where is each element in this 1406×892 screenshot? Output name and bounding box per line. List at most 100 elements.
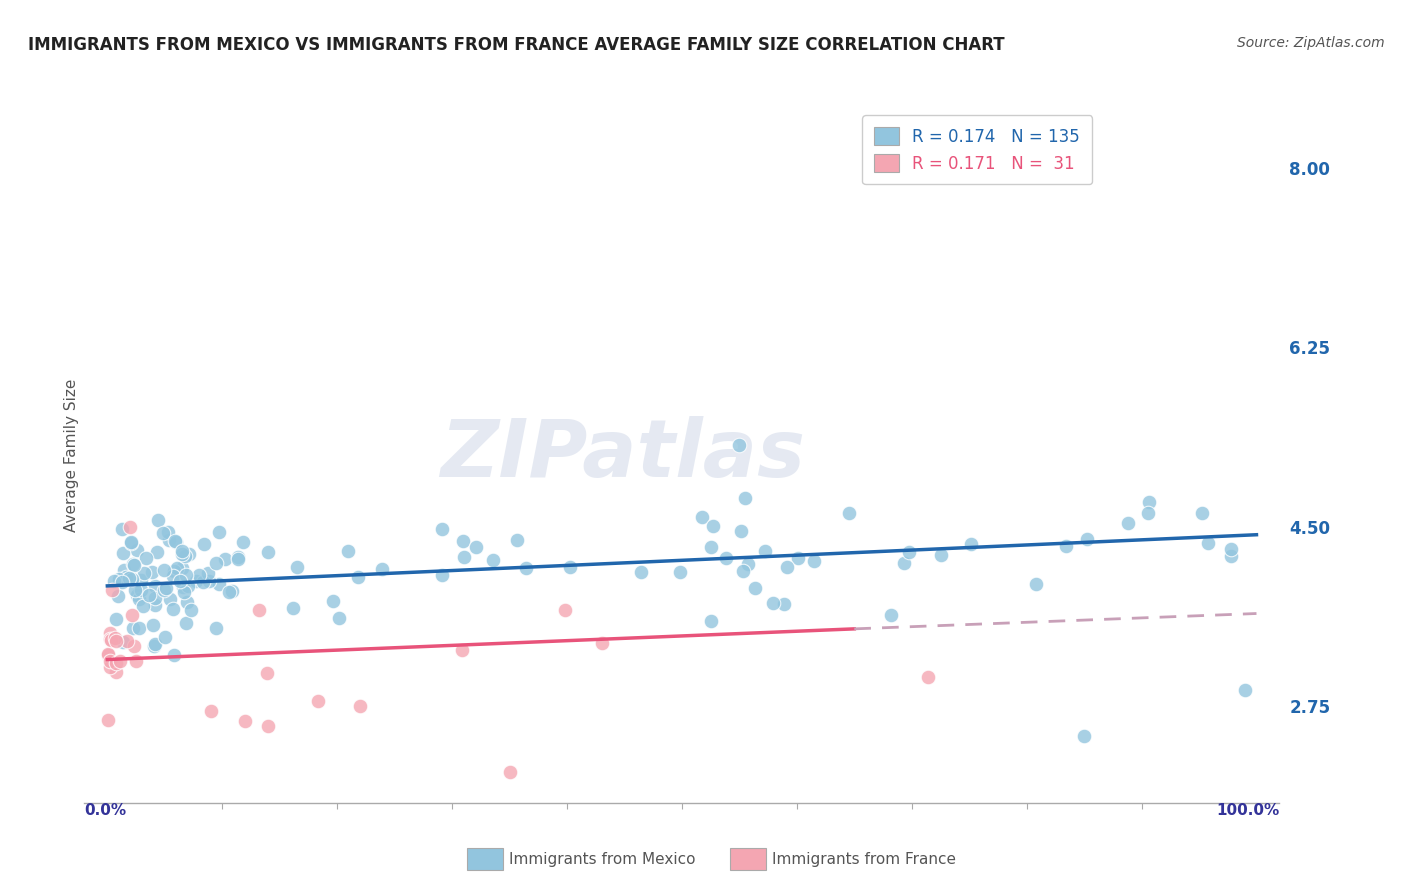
Point: [281, 601, 304, 615]
Point: [165, 534, 187, 549]
Point: [218, 584, 240, 599]
Point: [143, 598, 166, 612]
Point: [146, 545, 169, 559]
Text: 100.0%: 100.0%: [1216, 803, 1279, 818]
Point: [197, 574, 219, 588]
Point: [121, 572, 143, 586]
Point: [498, 765, 520, 780]
Point: [152, 526, 174, 541]
Point: [103, 574, 125, 588]
Point: [124, 582, 146, 597]
Point: [744, 581, 766, 595]
Point: [105, 665, 128, 679]
Point: [917, 670, 939, 684]
Point: [98, 659, 121, 673]
Point: [558, 560, 581, 574]
Point: [143, 591, 166, 605]
Text: Immigrants from France: Immigrants from France: [772, 852, 956, 867]
Point: [107, 573, 129, 587]
Point: [898, 544, 921, 558]
Y-axis label: Average Family Size: Average Family Size: [63, 378, 79, 532]
FancyBboxPatch shape: [730, 848, 766, 871]
Point: [231, 535, 253, 549]
Point: [159, 591, 181, 606]
Point: [155, 630, 177, 644]
Point: [787, 550, 810, 565]
Point: [960, 537, 983, 551]
Point: [131, 599, 153, 613]
Legend: R = 0.174   N = 135, R = 0.171   N =  31: R = 0.174 N = 135, R = 0.171 N = 31: [862, 115, 1092, 185]
Point: [322, 593, 344, 607]
Point: [162, 569, 184, 583]
Point: [180, 602, 202, 616]
Point: [207, 577, 229, 591]
Point: [120, 535, 142, 549]
Point: [714, 551, 737, 566]
Point: [464, 540, 486, 554]
Point: [214, 552, 236, 566]
Point: [1076, 532, 1098, 546]
Point: [733, 564, 755, 578]
Point: [775, 560, 797, 574]
Point: [730, 524, 752, 539]
Point: [132, 566, 155, 580]
Point: [97, 647, 120, 661]
Point: [100, 582, 122, 597]
Point: [256, 666, 278, 681]
Point: [702, 519, 724, 533]
Point: [179, 547, 201, 561]
Point: [346, 570, 368, 584]
Point: [370, 562, 392, 576]
Point: [125, 654, 148, 668]
Point: [893, 556, 915, 570]
Text: Source: ZipAtlas.com: Source: ZipAtlas.com: [1237, 36, 1385, 50]
Point: [98, 632, 121, 646]
Text: Immigrants from Mexico: Immigrants from Mexico: [509, 852, 695, 867]
Point: [104, 612, 127, 626]
Point: [170, 544, 193, 558]
Point: [125, 588, 148, 602]
Point: [451, 534, 474, 549]
Point: [143, 579, 166, 593]
Point: [110, 654, 132, 668]
Point: [734, 491, 756, 505]
Point: [135, 550, 157, 565]
Point: [117, 634, 139, 648]
Point: [100, 632, 122, 647]
Point: [803, 554, 825, 568]
Point: [142, 618, 165, 632]
Point: [122, 558, 145, 573]
Point: [328, 611, 350, 625]
Point: [205, 622, 228, 636]
Point: [163, 564, 186, 578]
Point: [1025, 576, 1047, 591]
Point: [112, 546, 135, 560]
Point: [97, 713, 120, 727]
Point: [336, 544, 359, 558]
Point: [111, 522, 134, 536]
Point: [630, 565, 652, 579]
Point: [177, 579, 200, 593]
Point: [157, 533, 180, 547]
Point: [148, 513, 170, 527]
Point: [1073, 729, 1095, 743]
Point: [170, 547, 193, 561]
Point: [754, 544, 776, 558]
Point: [115, 570, 138, 584]
Point: [285, 560, 308, 574]
Point: [193, 537, 215, 551]
Point: [125, 543, 148, 558]
Point: [111, 635, 134, 649]
Point: [163, 648, 186, 662]
Point: [170, 561, 193, 575]
Point: [124, 639, 146, 653]
Point: [173, 549, 195, 564]
Point: [173, 585, 195, 599]
Point: [118, 571, 141, 585]
Point: [737, 558, 759, 572]
Point: [141, 565, 163, 579]
Point: [155, 581, 177, 595]
Point: [307, 694, 329, 708]
Point: [221, 583, 243, 598]
Point: [121, 608, 143, 623]
